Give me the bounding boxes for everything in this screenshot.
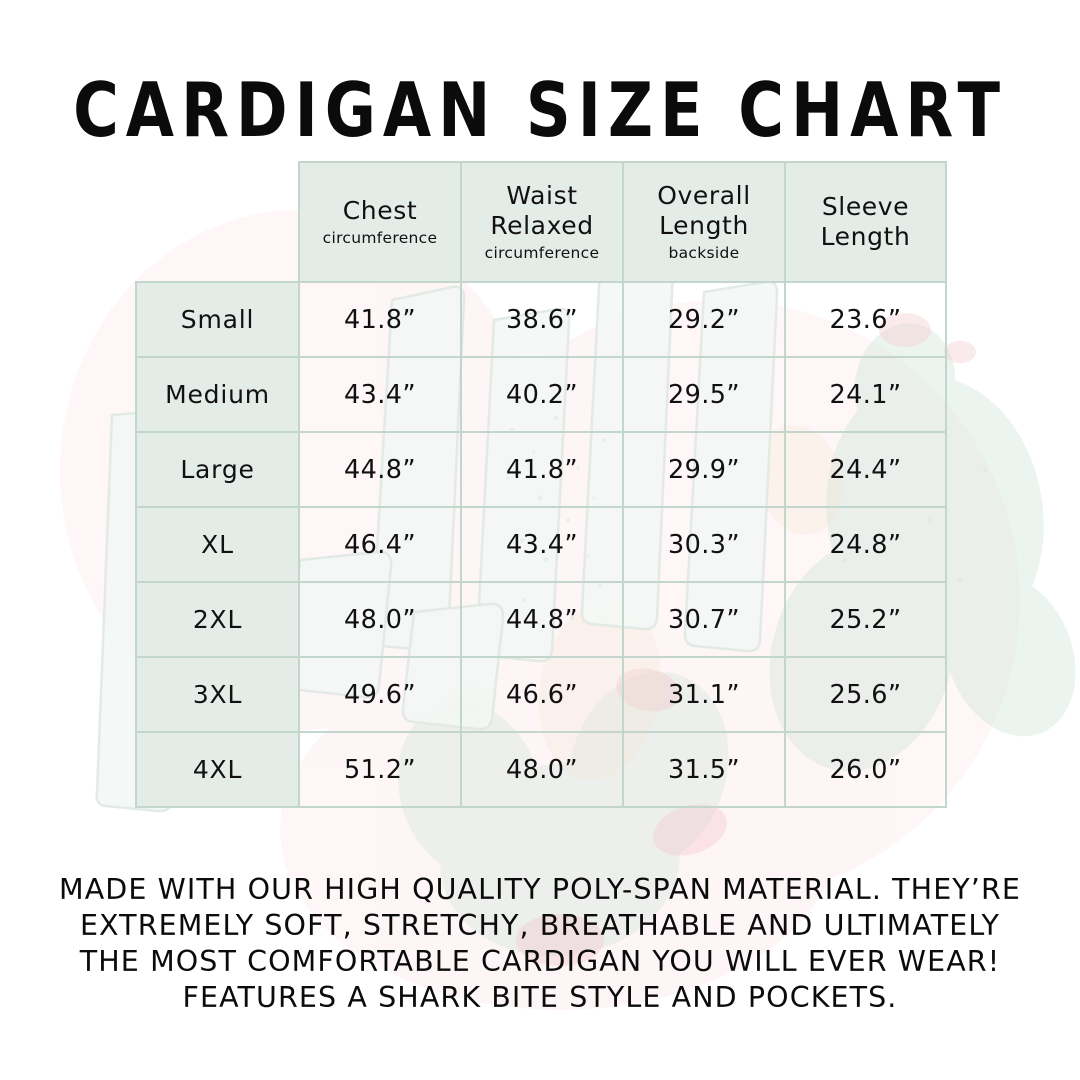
cell-chest: 41.8” [298, 281, 462, 358]
column-header-chest-sub: circumference [322, 228, 438, 247]
cell-sleeve: 24.4” [784, 431, 947, 508]
table-row: Large 44.8” 41.8” 29.9” 24.4” [135, 431, 947, 508]
table-row: Medium 43.4” 40.2” 29.5” 24.1” [135, 356, 947, 433]
cell-chest: 46.4” [298, 506, 462, 583]
page-title: CARDIGAN SIZE CHART [73, 66, 1007, 154]
cardigan-size-table: Chest circumference Waist Relaxed circum… [135, 161, 947, 808]
cell-waist: 40.2” [460, 356, 624, 433]
cell-size: Medium [135, 356, 300, 433]
cell-chest: 48.0” [298, 581, 462, 658]
cell-chest: 44.8” [298, 431, 462, 508]
cell-length: 31.5” [622, 731, 786, 808]
cell-size: XL [135, 506, 300, 583]
cell-waist: 48.0” [460, 731, 624, 808]
column-header-overall-length: Overall Length backside [622, 161, 786, 283]
column-header-length-sub: backside [668, 243, 740, 262]
cell-sleeve: 26.0” [784, 731, 947, 808]
cell-size: 4XL [135, 731, 300, 808]
cell-size: Large [135, 431, 300, 508]
cell-chest: 49.6” [298, 656, 462, 733]
table-row: 4XL 51.2” 48.0” 31.5” 26.0” [135, 731, 947, 808]
cell-sleeve: 25.6” [784, 656, 947, 733]
cell-length: 31.1” [622, 656, 786, 733]
cell-sleeve: 23.6” [784, 281, 947, 358]
table-row: 3XL 49.6” 46.6” 31.1” 25.6” [135, 656, 947, 733]
cell-waist: 44.8” [460, 581, 624, 658]
footer-description: MADE WITH OUR HIGH QUALITY POLY-SPAN MAT… [0, 872, 1080, 1016]
cell-sleeve: 24.1” [784, 356, 947, 433]
cell-waist: 46.6” [460, 656, 624, 733]
cell-sleeve: 25.2” [784, 581, 947, 658]
column-header-waist-sub: circumference [484, 243, 600, 262]
table-row: 2XL 48.0” 44.8” 30.7” 25.2” [135, 581, 947, 658]
footer-line-3: THE MOST COMFORTABLE CARDIGAN YOU WILL E… [79, 945, 1001, 978]
cell-chest: 51.2” [298, 731, 462, 808]
table-row: XL 46.4” 43.4” 30.3” 24.8” [135, 506, 947, 583]
table-body: Small 41.8” 38.6” 29.2” 23.6” Medium 43.… [135, 281, 947, 808]
column-header-sleeve-title-2: Length [820, 222, 911, 251]
cell-size: 2XL [135, 581, 300, 658]
column-header-chest-title: Chest [342, 196, 418, 226]
column-header-sleeve-length: Sleeve Length [784, 161, 947, 283]
footer-line-4: FEATURES A SHARK BITE STYLE AND POCKETS. [182, 981, 898, 1014]
cell-length: 29.5” [622, 356, 786, 433]
column-header-waist-title-1: Waist [506, 180, 578, 210]
column-header-waist: Waist Relaxed circumference [460, 161, 624, 283]
cell-length: 30.7” [622, 581, 786, 658]
column-header-waist-title-2: Relaxed [490, 211, 594, 241]
column-header-length-title-2: Length [659, 211, 749, 241]
column-header-chest: Chest circumference [298, 161, 462, 283]
table-row: Small 41.8” 38.6” 29.2” 23.6” [135, 281, 947, 358]
cell-waist: 41.8” [460, 431, 624, 508]
table-corner-cell [136, 162, 299, 282]
cell-size: Small [135, 281, 300, 358]
cell-length: 30.3” [622, 506, 786, 583]
cell-chest: 43.4” [298, 356, 462, 433]
cell-waist: 43.4” [460, 506, 624, 583]
column-header-length-title-1: Overall [657, 180, 751, 210]
footer-line-1: MADE WITH OUR HIGH QUALITY POLY-SPAN MAT… [59, 873, 1021, 906]
cell-waist: 38.6” [460, 281, 624, 358]
cell-size: 3XL [135, 656, 300, 733]
cell-length: 29.2” [622, 281, 786, 358]
table-header-row: Chest circumference Waist Relaxed circum… [136, 161, 947, 283]
column-header-sleeve-title-1: Sleeve [821, 191, 910, 221]
footer-line-2: EXTREMELY SOFT, STRETCHY, BREATHABLE AND… [79, 909, 1001, 942]
cell-sleeve: 24.8” [784, 506, 947, 583]
cell-length: 29.9” [622, 431, 786, 508]
